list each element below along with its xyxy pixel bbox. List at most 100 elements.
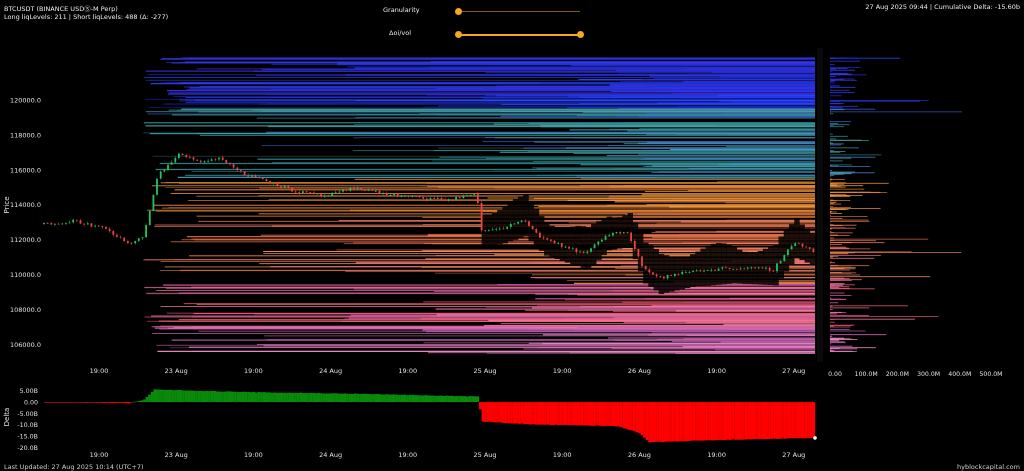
candle-body [469,194,472,196]
price-gap-slice [700,248,706,287]
delta-bar [77,402,81,403]
delta-bar [747,402,750,440]
candle-body [498,228,501,230]
price-gap-slice [596,221,602,260]
candle-body [743,268,746,270]
delta-bar [695,402,698,441]
oivol-max-knob[interactable] [576,30,584,38]
delta-bar [439,395,443,403]
delta-bar [288,392,292,402]
delta-bar [64,402,68,403]
delta-bar [333,393,336,402]
price-gap-slice [601,219,607,256]
delta-bar [640,402,644,436]
candle-body [309,192,312,193]
granularity-track[interactable] [458,11,580,12]
candle-body [524,220,527,222]
delta-bar [523,402,526,425]
delta-bar [807,402,810,439]
candle-body [663,276,665,279]
delta-bar [426,395,430,403]
candle-body [127,241,129,243]
delta-tick-label: -10.0B [17,422,38,429]
price-gap-slice [804,229,811,263]
delta-bar [452,396,456,403]
delta-bar [286,392,289,403]
candle-body [130,242,133,244]
delta-bar [411,394,414,403]
candle-body [203,161,206,163]
delta-bar [119,402,123,403]
delta-bar [213,391,216,402]
candle-body [644,266,647,270]
delta-bar [252,391,256,402]
candle-body [714,269,716,271]
candle-body [167,164,169,170]
candle-body [240,170,242,172]
delta-bar [62,402,65,403]
delta-bar [301,393,305,402]
candle-body [528,221,530,226]
delta-tick-label: 0.00 [24,399,38,406]
oivol-min-knob[interactable] [454,30,462,38]
candle-body [699,270,702,272]
price-gap-slice [757,251,764,285]
delta-bar [135,401,138,403]
price-gap-slice [799,224,805,260]
delta-bar [770,402,774,439]
price-gap-slice [762,248,769,285]
candle-body [677,274,680,275]
liq-levels-summary: Long liqLevels: 211 | Short liqLevels: 4… [4,13,169,21]
candle-body [374,190,377,192]
candle-body [393,193,395,195]
delta-bar [223,391,227,403]
delta-bar [413,395,417,403]
candle-body [371,189,374,191]
delta-bar [192,390,196,403]
price-gap-slice [627,213,633,247]
candle-body [779,261,782,264]
delta-bar [421,395,425,403]
delta-bar [760,402,763,440]
candle-body [655,274,658,277]
candle-body [429,198,432,200]
candle-body [458,197,461,199]
delta-bar [145,397,149,402]
delta-bar [111,402,115,404]
price-gap-slice [778,236,784,279]
price-gap-slice [773,244,779,286]
candle-body [294,191,297,193]
price-gap-slice [492,212,498,246]
delta-bar [228,391,232,403]
candle-body [331,192,333,196]
delta-bar [614,402,618,427]
granularity-knob[interactable] [454,7,462,15]
delta-bar [661,402,664,443]
price-gap-slice [695,251,701,287]
delta-bar [226,391,229,402]
candle-body [415,196,417,197]
candle-body [261,178,264,180]
candle-body [531,225,534,230]
candle-body [805,246,807,248]
delta-bar [150,391,154,403]
delta-bar [369,394,373,403]
delta-bar [739,402,743,440]
delta-bar [710,402,714,441]
delta-bar [538,402,542,425]
candle-body [666,275,669,279]
delta-bar [309,392,313,402]
price-gap-slice [736,249,743,284]
candle-body [178,153,180,158]
delta-bar [273,392,276,403]
delta-x-tick-label: 23 Aug [165,451,188,459]
delta-bar [489,402,493,422]
candle-body [776,263,778,272]
delta-bar [619,402,623,428]
delta-bar [481,402,485,422]
delta-bar [802,402,805,439]
delta-bar [244,391,248,403]
delta-bar [796,402,800,439]
price-gap-slice [512,198,519,240]
